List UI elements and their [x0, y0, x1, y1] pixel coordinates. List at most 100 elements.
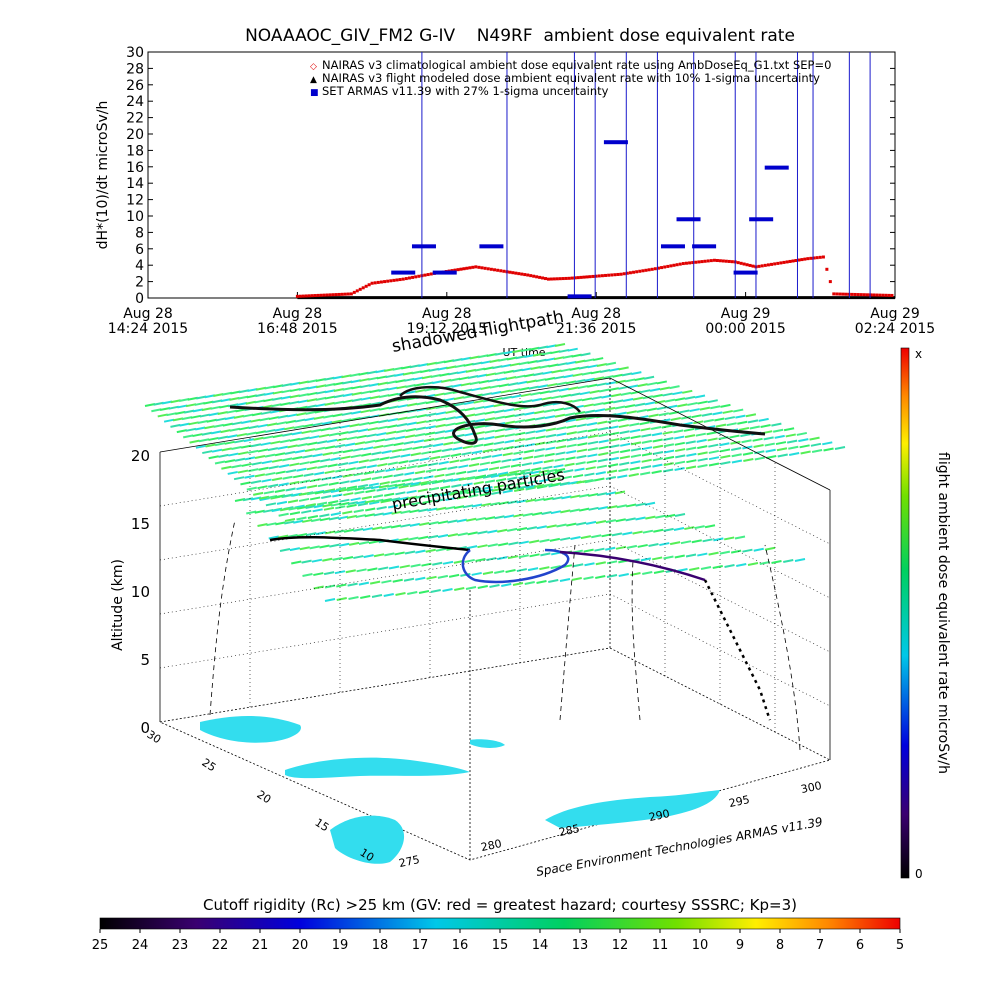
particle-dash-upper: [554, 375, 565, 380]
particle-dash-upper: [576, 448, 588, 453]
particle-dash-upper: [284, 426, 295, 431]
particle-dash-upper: [272, 384, 284, 389]
particle-dash-upper: [683, 427, 695, 432]
colorbar-tick-label: 23: [172, 938, 189, 953]
red-data-point: [582, 275, 586, 279]
particle-dash-upper: [220, 398, 231, 403]
particle-dash-upper: [585, 415, 597, 420]
y-tick-label: 10: [126, 209, 144, 225]
particle-dash-upper: [687, 401, 698, 406]
particle-dash-lower: [426, 575, 437, 580]
particle-dash-lower: [348, 541, 360, 546]
red-data-point: [544, 277, 548, 281]
particle-dash-upper: [398, 484, 409, 489]
particle-dash-upper: [607, 419, 618, 424]
particle-dash-upper: [378, 419, 389, 424]
particle-dash-upper: [539, 364, 550, 369]
particle-dash-upper: [608, 431, 620, 436]
particle-dash-upper: [267, 483, 279, 488]
particle-dash-upper: [507, 476, 518, 481]
particle-dash-upper: [550, 395, 562, 400]
particle-dash-lower: [529, 553, 540, 558]
particle-dash-lower: [448, 573, 460, 578]
particle-dash-upper: [587, 453, 598, 458]
particle-dash-upper: [571, 353, 582, 358]
particle-dash-upper: [449, 459, 460, 464]
particle-dash-upper: [500, 363, 512, 368]
red-data-point: [712, 258, 716, 262]
red-data-point: [489, 267, 493, 271]
particle-dash-upper: [317, 483, 329, 488]
particle-dash-lower: [606, 560, 618, 565]
particle-dash-upper: [686, 452, 697, 457]
blue-data-point: [733, 270, 758, 275]
particle-dash-upper: [499, 465, 511, 470]
colorbar-tick-label: 13: [572, 938, 589, 953]
red-data-point: [538, 275, 542, 279]
particle-dash-upper: [387, 418, 399, 422]
particle-dash-upper: [568, 386, 579, 391]
particle-dash-lower: [616, 504, 627, 509]
particle-dash-upper: [277, 414, 289, 419]
particle-dash-upper: [416, 401, 427, 406]
red-data-point: [872, 293, 876, 297]
red-data-point: [859, 293, 863, 297]
particle-dash-upper: [661, 424, 672, 429]
particle-dash-upper: [315, 378, 327, 382]
particle-dash-upper: [296, 467, 307, 472]
particle-dash-lower: [480, 502, 492, 507]
particle-dash-upper: [577, 442, 588, 447]
particle-dash-upper: [589, 389, 600, 394]
red-data-point: [535, 275, 539, 279]
particle-dash-lower: [605, 519, 617, 524]
particle-dash-upper: [346, 436, 357, 441]
particle-dash-lower: [275, 521, 286, 526]
particle-dash-upper: [189, 439, 200, 444]
particle-dash-upper: [525, 430, 536, 435]
particle-dash-upper: [554, 413, 566, 418]
particle-dash-upper: [443, 441, 454, 446]
particle-dash-upper: [322, 451, 333, 456]
particle-dash-upper: [440, 454, 451, 459]
particle-dash-upper: [202, 450, 213, 455]
particle-dash-upper: [614, 405, 626, 410]
particle-dash-upper: [278, 482, 290, 487]
red-data-point: [398, 278, 402, 282]
particle-dash-lower: [585, 520, 597, 525]
particle-dash-upper: [737, 420, 748, 425]
particle-dash-upper: [387, 461, 399, 466]
particle-dash-upper: [449, 377, 461, 382]
particle-dash-upper: [316, 501, 328, 506]
particle-dash-upper: [346, 503, 357, 508]
red-data-point: [386, 279, 390, 283]
red-data-point: [407, 276, 411, 280]
particle-dash-upper: [566, 424, 577, 429]
particle-dash-lower: [398, 537, 409, 542]
particle-dash-upper: [525, 486, 536, 491]
red-data-point: [459, 267, 463, 271]
red-data-point: [785, 260, 789, 264]
particle-dash-upper: [441, 448, 453, 452]
red-data-point: [304, 294, 308, 298]
red-data-point: [414, 275, 418, 279]
particle-dash-upper: [554, 343, 566, 347]
particle-dash-upper: [742, 451, 754, 456]
particle-dash-upper: [360, 452, 372, 457]
particle-dash-lower: [418, 590, 430, 594]
particle-dash-upper: [515, 355, 526, 360]
particle-dash-upper: [260, 441, 271, 446]
particle-dash-upper: [304, 417, 315, 422]
particle-dash-upper: [306, 466, 318, 471]
red-data-point: [532, 274, 536, 278]
particle-dash-upper: [339, 480, 350, 485]
particle-dash-lower: [625, 517, 636, 522]
particle-dash-upper: [210, 430, 222, 435]
particle-dash-upper: [324, 383, 336, 387]
particle-dash-upper: [422, 500, 433, 504]
particle-dash-upper: [607, 463, 619, 468]
particle-dash-upper: [307, 441, 318, 446]
particle-dash-lower: [539, 566, 550, 571]
particle-dash-upper: [743, 458, 754, 462]
particle-dash-upper: [348, 429, 359, 434]
particle-dash-upper: [630, 447, 642, 452]
